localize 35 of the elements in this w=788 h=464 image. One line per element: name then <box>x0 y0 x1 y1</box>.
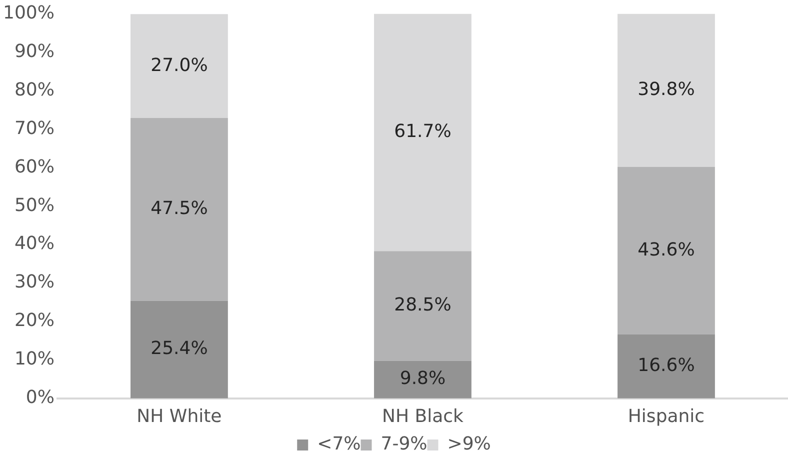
data-label: 61.7% <box>394 121 452 142</box>
y-tick-label: 0% <box>26 387 54 408</box>
y-tick-label: 100% <box>2 2 54 24</box>
bar <box>374 251 472 361</box>
bar <box>130 118 228 301</box>
bar <box>618 334 715 398</box>
x-tick-label: Hispanic <box>628 406 705 427</box>
x-tick-label: NH White <box>136 406 222 427</box>
bar <box>130 14 228 118</box>
data-label: 39.8% <box>638 79 695 100</box>
bar <box>618 14 715 167</box>
y-tick-label: 60% <box>14 156 54 178</box>
legend-label: <7% <box>317 434 361 455</box>
y-tick-label: 70% <box>14 118 54 139</box>
data-label: 43.6% <box>638 239 695 260</box>
data-label: 28.5% <box>394 294 452 316</box>
y-tick-label: 20% <box>14 310 54 332</box>
legend-label: >9% <box>447 434 491 455</box>
data-label: 27.0% <box>150 54 208 76</box>
y-tick-label: 30% <box>14 272 54 293</box>
x-tick-label: NH Black <box>382 406 464 427</box>
bar <box>130 300 228 398</box>
y-tick-label: 80% <box>14 79 54 100</box>
data-label: 9.8% <box>400 368 446 390</box>
y-tick-label: 40% <box>14 233 54 254</box>
y-tick-label: 90% <box>14 40 54 62</box>
y-tick-label: 10% <box>14 348 54 370</box>
bar <box>618 166 715 335</box>
data-label: 25.4% <box>150 338 208 360</box>
data-label: 16.6% <box>638 355 695 376</box>
legend-label: 7-9% <box>380 434 428 455</box>
bar <box>374 14 472 252</box>
data-label: 47.5% <box>150 198 208 220</box>
bar <box>374 360 472 398</box>
y-tick-label: 50% <box>14 194 54 216</box>
